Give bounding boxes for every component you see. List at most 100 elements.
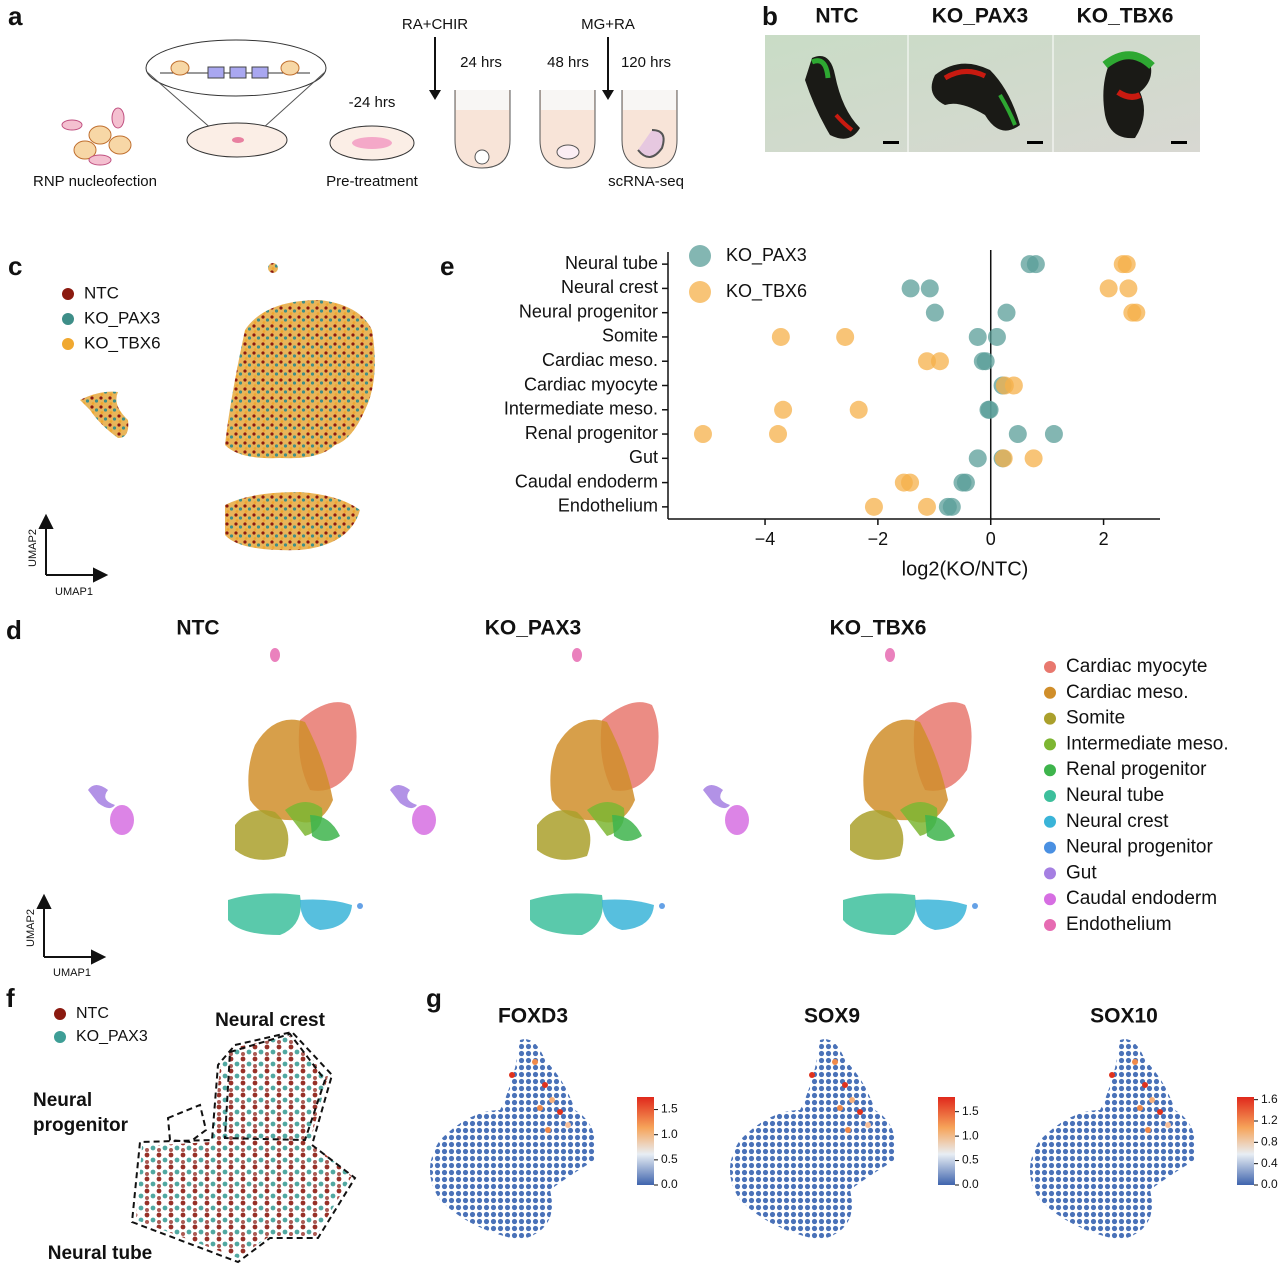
dot xyxy=(917,352,936,371)
x-tick-label: 2 xyxy=(1099,529,1109,549)
axis-label: UMAP2 xyxy=(25,909,37,947)
dot xyxy=(917,497,936,516)
time-label: 120 hrs xyxy=(621,54,671,71)
legend-label: Caudal endoderm xyxy=(1066,888,1217,909)
legend-label: Somite xyxy=(1066,708,1125,729)
legend-label: Endothelium xyxy=(1066,914,1172,935)
y-tick-label: Cardiac meso. xyxy=(542,350,658,370)
legend-swatch xyxy=(54,1008,66,1020)
dot xyxy=(925,303,944,322)
step-label: Pre-treatment xyxy=(326,173,419,190)
y-tick-label: Caudal endoderm xyxy=(515,471,658,491)
step-label: scRNA-seq xyxy=(608,173,684,190)
dot xyxy=(968,327,987,346)
legend-label: Cardiac meso. xyxy=(1066,682,1189,703)
legend-label: NTC xyxy=(76,1005,109,1022)
gene-umap xyxy=(430,1039,596,1240)
legend-label: KO_PAX3 xyxy=(76,1028,148,1045)
colorbar-tick-label: 1.5 xyxy=(661,1102,678,1116)
cluster xyxy=(572,648,582,662)
gene-umap xyxy=(1030,1039,1196,1240)
legend-swatch xyxy=(62,338,74,350)
dot xyxy=(942,497,961,516)
legend-swatch xyxy=(1044,790,1056,802)
panel-label: b xyxy=(762,1,778,31)
legend-swatch xyxy=(1044,686,1056,699)
dot xyxy=(771,327,790,346)
gene-title: FOXD3 xyxy=(498,1005,568,1028)
colorbar-tick-label: 0.5 xyxy=(661,1152,678,1166)
colorbar-tick-label: 0.0 xyxy=(962,1177,979,1191)
cluster xyxy=(110,805,134,835)
gene-title: SOX10 xyxy=(1090,1005,1158,1028)
legend-swatch xyxy=(1044,867,1056,880)
region-label: Neural tube xyxy=(48,1243,153,1264)
cluster xyxy=(390,785,417,809)
dot xyxy=(774,400,793,419)
cluster xyxy=(550,719,635,823)
dot xyxy=(849,400,868,419)
time-label: -24 hrs xyxy=(349,94,396,111)
legend-label: Intermediate meso. xyxy=(1066,733,1229,754)
cluster xyxy=(725,805,749,835)
panel-label: d xyxy=(6,615,22,645)
cluster xyxy=(602,899,654,930)
y-tick-label: Neural crest xyxy=(561,277,658,297)
condition-title: NTC xyxy=(176,617,219,640)
dot xyxy=(976,352,995,371)
legend-swatch xyxy=(62,313,74,325)
schematic xyxy=(61,37,678,169)
cluster xyxy=(659,903,665,909)
dot xyxy=(968,449,987,468)
y-tick-label: Cardiac myocyte xyxy=(524,374,658,394)
dot xyxy=(987,327,1006,346)
micrographs xyxy=(765,35,1200,152)
colorbar-tick-label: 0.0 xyxy=(1261,1177,1278,1191)
dot xyxy=(693,425,712,444)
umap-conditions xyxy=(80,263,375,551)
cluster xyxy=(915,899,967,930)
panel-label: a xyxy=(8,1,23,31)
legend-label: KO_TBX6 xyxy=(726,281,807,302)
x-tick-label: −4 xyxy=(755,529,776,549)
condition-title: KO_PAX3 xyxy=(485,617,581,640)
neural-umap xyxy=(130,1030,357,1264)
umap-clusters xyxy=(88,648,978,935)
y-tick-label: Endothelium xyxy=(558,496,658,516)
cluster xyxy=(850,810,904,860)
time-label: 24 hrs xyxy=(460,54,502,71)
region-label: Neural crest xyxy=(215,1010,326,1031)
cluster xyxy=(235,810,289,860)
region-label: Neural progenitor xyxy=(33,1090,128,1136)
y-tick-label: Intermediate meso. xyxy=(504,399,658,419)
gene-umap xyxy=(730,1039,896,1240)
cluster xyxy=(972,903,978,909)
dot xyxy=(994,449,1013,468)
panel-label: g xyxy=(426,983,442,1013)
cluster xyxy=(300,899,352,930)
cluster xyxy=(863,719,948,823)
colorbar-tick-label: 0.0 xyxy=(661,1177,678,1191)
condition-title: KO_PAX3 xyxy=(932,5,1028,28)
axis-label: UMAP1 xyxy=(53,967,91,979)
dot xyxy=(836,327,855,346)
colorbar-tick-label: 0.5 xyxy=(962,1153,979,1167)
colorbar-tick-label: 0.8 xyxy=(1261,1135,1278,1149)
y-tick-label: Gut xyxy=(629,447,658,467)
colorbar-tick-label: 1.5 xyxy=(962,1104,979,1118)
dot xyxy=(920,279,939,298)
dot xyxy=(956,473,975,492)
cluster xyxy=(88,785,115,809)
cluster xyxy=(843,893,916,935)
colorbar-tick-label: 1.2 xyxy=(1261,1113,1278,1127)
gene-title: SOX9 xyxy=(804,1005,860,1028)
legend-label: Neural crest xyxy=(1066,811,1169,832)
cluster xyxy=(925,815,955,841)
treatment-label: RA+CHIR xyxy=(402,16,468,33)
condition-title: NTC xyxy=(815,5,858,28)
legend-swatch xyxy=(1044,815,1056,828)
cluster xyxy=(310,815,340,841)
colorbar xyxy=(1237,1097,1254,1185)
dot xyxy=(1044,425,1063,444)
